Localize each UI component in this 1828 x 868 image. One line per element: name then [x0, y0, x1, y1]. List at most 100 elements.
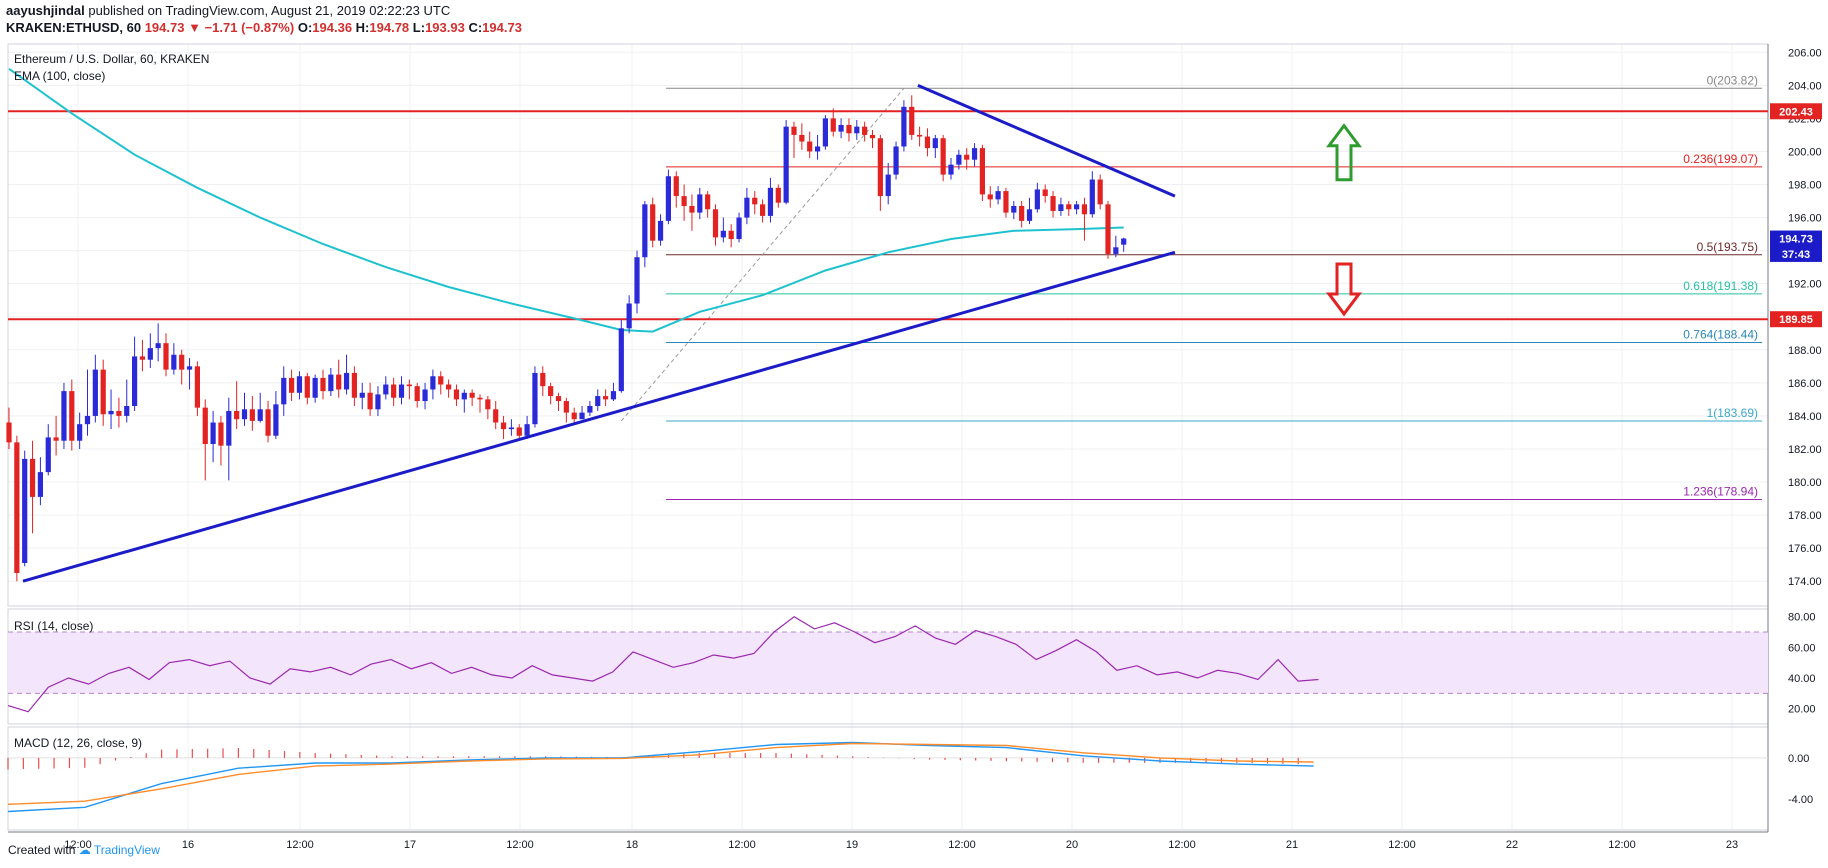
- candle-body-85: [673, 176, 679, 197]
- macd-tick-0: 0.00: [1788, 753, 1809, 765]
- candle-body-10: [84, 415, 91, 425]
- fib-label-1: 0.236(199.07): [1683, 152, 1758, 166]
- candle-body-50: [398, 384, 405, 398]
- candle-body-110: [869, 134, 876, 139]
- candle-body-122: [964, 154, 970, 160]
- candle-body-99: [783, 126, 789, 203]
- candle-body-97: [767, 187, 774, 216]
- author-name[interactable]: aayushjindal: [6, 3, 85, 18]
- tradingview-logo-icon: ☁: [78, 843, 91, 857]
- candle-body-32: [257, 409, 263, 421]
- candle-body-59: [469, 392, 475, 398]
- candle-body-36: [289, 377, 295, 393]
- arrow-up-icon: [1326, 123, 1362, 182]
- candle-body-5: [45, 437, 51, 473]
- candle-body-3: [29, 458, 36, 497]
- candle-body-53: [422, 389, 428, 402]
- candle-body-108: [854, 126, 860, 134]
- candle-body-22: [179, 354, 185, 370]
- candlesticks: [6, 95, 1127, 582]
- candle-body-25: [202, 407, 208, 445]
- candle-body-12: [100, 369, 106, 415]
- candle-body-88: [697, 194, 703, 213]
- rsi-tick-2: 40.00: [1788, 673, 1816, 685]
- open-value: 194.36: [312, 20, 353, 35]
- candle-body-65: [516, 427, 522, 436]
- price-label-box-3: [1770, 311, 1822, 328]
- price-tick-10: 186.00: [1788, 378, 1822, 390]
- price-tick-16: 174.00: [1788, 576, 1822, 588]
- candle-body-71: [563, 401, 569, 413]
- candle-body-136: [1074, 204, 1080, 210]
- candle-body-40: [320, 377, 326, 392]
- candle-body-128: [1011, 205, 1017, 213]
- candle-body-4: [37, 472, 43, 497]
- horizontal-levels[interactable]: [8, 110, 1768, 321]
- candle-body-45: [359, 392, 365, 398]
- candle-body-23: [186, 366, 193, 370]
- candle-body-94: [744, 197, 750, 218]
- candle-body-107: [846, 124, 852, 134]
- candle-body-86: [681, 196, 687, 206]
- pane-frames: [7, 43, 1769, 833]
- candle-body-13: [108, 410, 114, 415]
- time-tick-0: 12:00: [64, 839, 92, 851]
- candle-body-24: [194, 366, 200, 408]
- pane-frame-0: [7, 43, 1769, 607]
- candle-body-26: [210, 422, 216, 445]
- candle-body-81: [642, 204, 648, 258]
- candle-body-139: [1097, 179, 1103, 205]
- price-change: ▼ −1.71 (−0.87%): [188, 20, 295, 35]
- fibonacci-retracement[interactable]: 0(203.82) 0.236(199.07) 0.5(193.75) 0.618(1…: [620, 73, 1762, 501]
- trendlines[interactable]: [22, 83, 1176, 583]
- candle-body-62: [493, 409, 499, 423]
- created-with-text: Created with: [8, 843, 76, 857]
- candle-body-140: [1105, 204, 1111, 254]
- time-tick-7: 19: [846, 839, 858, 851]
- last-price: 194.73: [144, 20, 185, 35]
- candle-body-87: [689, 205, 695, 213]
- time-axis[interactable]: 12:00 16 12:00 17 12:00 18 12:00 19 12:00 20 12:00…: [64, 839, 1738, 851]
- ema-label[interactable]: EMA (100, close): [14, 69, 106, 83]
- grid-lines: [8, 44, 1768, 830]
- time-tick-8: 12:00: [948, 839, 976, 851]
- price-tick-0: 206.00: [1788, 47, 1822, 59]
- candle-body-16: [132, 356, 138, 406]
- candle-body-121: [956, 154, 962, 165]
- candle-body-15: [124, 405, 130, 416]
- candle-body-137: [1081, 204, 1088, 215]
- candle-body-14: [116, 410, 122, 416]
- candle-body-142: [1121, 238, 1127, 245]
- candle-body-105: [830, 118, 836, 132]
- macd-tick-1: -4.00: [1788, 794, 1813, 806]
- candle-body-76: [603, 396, 609, 400]
- rsi-label[interactable]: RSI (14, close): [14, 619, 94, 633]
- ema-line: [8, 67, 1124, 333]
- candle-body-30: [241, 409, 248, 420]
- candle-body-6: [53, 437, 59, 441]
- price-label-1: 194.73: [1779, 234, 1813, 246]
- candle-body-111: [877, 138, 883, 197]
- candle-body-74: [587, 405, 593, 413]
- fib-label-0: 0(203.82): [1707, 73, 1758, 87]
- candle-body-19: [155, 343, 161, 349]
- candle-body-116: [917, 134, 923, 137]
- macd-label[interactable]: MACD (12, 26, close, 9): [14, 736, 143, 750]
- time-tick-6: 12:00: [728, 839, 756, 851]
- candle-body-60: [477, 397, 483, 400]
- ema-100-line: [8, 67, 1124, 333]
- candle-body-67: [532, 372, 538, 425]
- candle-body-61: [485, 399, 491, 410]
- chart-title: Ethereum / U.S. Dollar, 60, KRAKEN: [14, 52, 210, 66]
- time-tick-15: 23: [1726, 839, 1738, 851]
- time-tick-11: 21: [1286, 839, 1298, 851]
- price-tick-7: 192.00: [1788, 279, 1822, 291]
- tradingview-brand[interactable]: TradingView: [93, 843, 160, 857]
- candle-body-80: [634, 257, 640, 304]
- rsi-pane: 80.00 60.00 40.00 20.00: [7, 612, 1816, 716]
- candle-body-104: [822, 118, 828, 147]
- arrow-annotations[interactable]: [1326, 123, 1362, 317]
- candle-body-0: [6, 422, 12, 443]
- candle-body-54: [430, 376, 436, 390]
